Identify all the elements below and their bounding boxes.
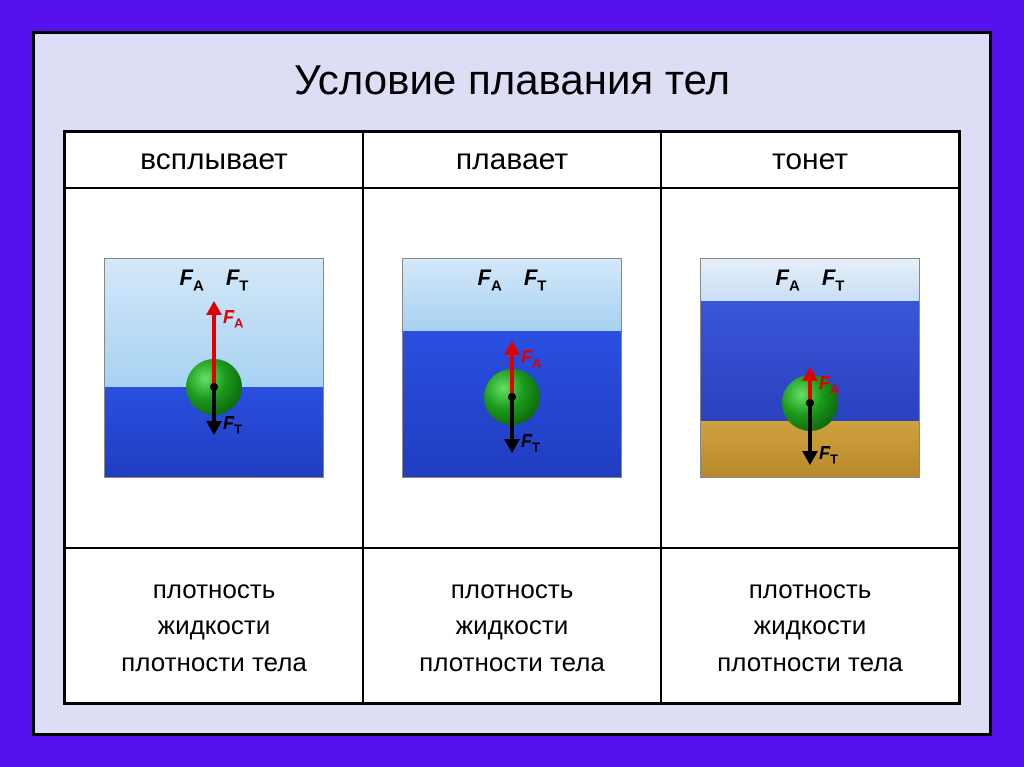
gravity-label: →FT (819, 443, 838, 467)
gravity-arrow (510, 397, 514, 453)
comparison-table: всплывает плавает тонет FAFT →FA →FT FAFT →… (63, 130, 961, 705)
desc-line: жидкости (754, 607, 867, 643)
desc-line: плотности тела (121, 644, 307, 680)
buoyancy-label: →FA (819, 373, 839, 397)
desc-line: жидкости (456, 607, 569, 643)
page-title: Условие плавания тел (35, 34, 989, 130)
desc-floats-up: плотность жидкости плотности тела (65, 548, 363, 703)
buoyancy-arrow (510, 341, 514, 397)
desc-line: жидкости (158, 607, 271, 643)
desc-line: плотность (749, 571, 872, 607)
buoyancy-arrow (212, 301, 216, 387)
diagram-canvas: FAFT →FA →FT (700, 258, 920, 478)
desc-line: плотность (451, 571, 574, 607)
gravity-arrow (808, 403, 812, 465)
col-header-floats: плавает (363, 132, 661, 188)
center-point (508, 393, 516, 401)
center-point (210, 383, 218, 391)
gravity-label: →FT (521, 431, 540, 455)
diagram-floats-up: FAFT →FA →FT (65, 188, 363, 548)
buoyancy-arrow (808, 367, 812, 403)
diagram-sinks: FAFT →FA →FT (661, 188, 959, 548)
buoyancy-label: →FA (521, 347, 541, 371)
force-comparison-label: FAFT (403, 265, 621, 294)
buoyancy-label: →FA (223, 307, 243, 331)
main-frame: Условие плавания тел всплывает плавает т… (32, 31, 992, 736)
desc-sinks: плотность жидкости плотности тела (661, 548, 959, 703)
diagram-canvas: FAFT →FA →FT (402, 258, 622, 478)
center-point (806, 399, 814, 407)
gravity-label: →FT (223, 413, 242, 437)
force-comparison-label: FAFT (105, 265, 323, 294)
desc-line: плотность (153, 571, 276, 607)
desc-line: плотности тела (717, 644, 903, 680)
desc-floats: плотность жидкости плотности тела (363, 548, 661, 703)
diagram-canvas: FAFT →FA →FT (104, 258, 324, 478)
col-header-sinks: тонет (661, 132, 959, 188)
gravity-arrow (212, 387, 216, 435)
force-comparison-label: FAFT (701, 265, 919, 294)
col-header-floats-up: всплывает (65, 132, 363, 188)
desc-line: плотности тела (419, 644, 605, 680)
diagram-floats: FAFT →FA →FT (363, 188, 661, 548)
